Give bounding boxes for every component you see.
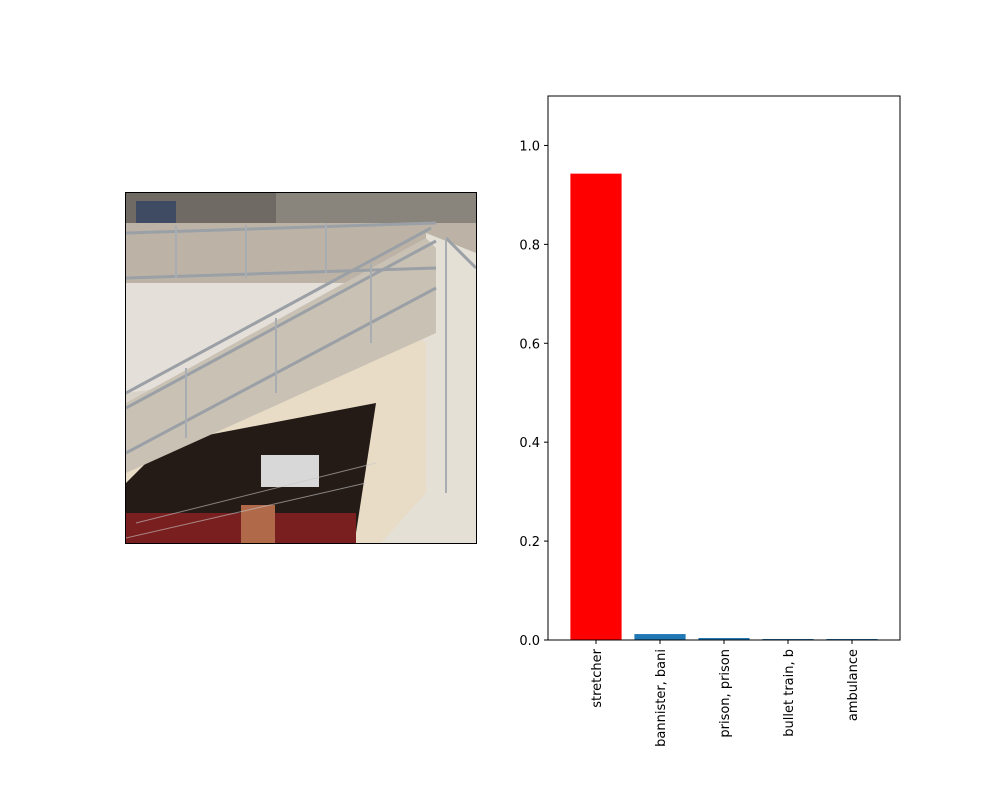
bar-2	[698, 638, 750, 640]
x-axis: stretcher bannister, bani prison, prison bu…	[590, 640, 861, 747]
bars	[570, 173, 878, 641]
y-tick-label: 1.0	[519, 139, 540, 154]
y-tick-label: 0.4	[519, 436, 540, 451]
bar-0	[570, 173, 622, 641]
x-tick-label: prison, prison	[718, 649, 733, 738]
y-axis: 0.0 0.2 0.4 0.6 0.8 1.0	[519, 139, 548, 649]
x-tick-label: ambulance	[846, 649, 861, 721]
x-tick-label: stretcher	[590, 648, 605, 707]
x-tick-label: bullet train, b	[782, 649, 797, 737]
y-tick-label: 0.2	[519, 535, 540, 550]
y-tick-label: 0.6	[519, 337, 540, 352]
bar-1	[634, 634, 686, 640]
x-tick-label: bannister, bani	[654, 649, 669, 747]
staircase-photo	[126, 193, 476, 543]
input-photo	[125, 192, 477, 544]
y-tick-label: 0.0	[519, 634, 540, 649]
y-tick-label: 0.8	[519, 238, 540, 253]
